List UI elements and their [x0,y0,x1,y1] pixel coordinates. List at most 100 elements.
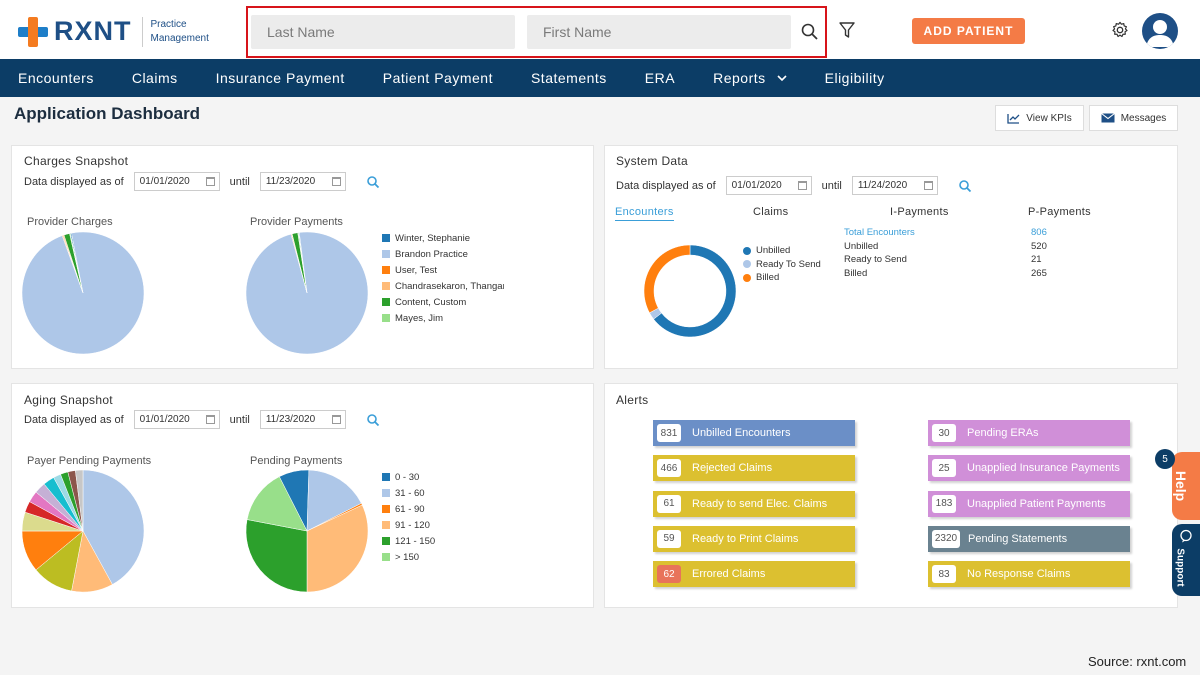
legend-dot [743,260,751,269]
legend-label: Winter, Stephanie [395,232,470,244]
alert-item[interactable]: 59 Ready to Print Claims [653,525,855,552]
legend-swatch [382,473,390,481]
legend-swatch [382,250,390,258]
provider-charges-label: Provider Charges [27,216,113,228]
aging-legend-item[interactable]: 91 - 120 [382,517,504,533]
view-kpis-button[interactable]: View KPIs [995,105,1084,131]
charges-date-range: Data displayed as of 01/01/2020 until 11… [24,172,380,191]
aging-snapshot-title: Aging Snapshot [24,393,113,407]
alert-count: 25 [932,459,956,478]
filter-icon[interactable] [838,21,856,39]
rxnt-logo[interactable]: RXNT Practice Management [18,16,221,47]
nav-insurance-payment[interactable]: Insurance Payment [215,70,345,86]
help-tab[interactable]: Help [1172,452,1200,520]
first-name-input[interactable] [527,15,791,49]
charges-snapshot-panel: Charges Snapshot Data displayed as of 01… [11,145,594,369]
calendar-icon [331,177,341,186]
legend-label: 61 - 90 [395,503,425,515]
alert-count: 183 [932,494,956,513]
help-notification-badge: 5 [1155,449,1175,469]
last-name-input[interactable] [251,15,515,49]
alert-item[interactable]: 61 Ready to send Elec. Claims [653,490,855,517]
stat-label: Ready to Send [844,254,907,266]
alert-label: Errored Claims [692,568,766,581]
charges-legend-item[interactable]: Winter, Stephanie [382,230,504,246]
tab-encounters[interactable]: Encounters [615,206,674,221]
aging-snapshot-panel: Aging Snapshot Data displayed as of 01/0… [11,383,594,608]
logo-divider [141,16,143,47]
alert-item[interactable]: 62 Errored Claims [653,561,855,588]
nav-era[interactable]: ERA [644,70,676,86]
help-label: Help [1173,470,1190,502]
charges-from-date[interactable]: 01/01/2020 [133,172,220,191]
nav-eligibility[interactable]: Eligibility [824,70,885,86]
nav-reports[interactable]: Reports [694,70,806,86]
aging-legend-item[interactable]: 121 - 150 [382,533,504,549]
aging-legend-item[interactable]: 0 - 30 [382,469,504,485]
stat-row: Unbilled 520 [844,240,1071,254]
stat-value: 520 [1031,240,1047,252]
legend-swatch [382,521,390,529]
stat-label[interactable]: Total Encounters [844,227,915,239]
chat-icon [1180,529,1192,543]
nav-patient-payment[interactable]: Patient Payment [382,70,493,86]
user-avatar[interactable] [1142,13,1178,49]
add-patient-button[interactable]: ADD PATIENT [912,18,1025,44]
nav-claims[interactable]: Claims [131,70,178,86]
alert-item[interactable]: 2320 Pending Statements [928,525,1130,552]
system-from-date[interactable]: 01/01/2020 [725,176,812,195]
stat-value: 265 [1031,267,1047,279]
aging-legend-item[interactable]: 61 - 90 [382,501,504,517]
legend-swatch [382,553,390,561]
user-avatar-icon [1146,20,1174,47]
aging-from-date[interactable]: 01/01/2020 [133,410,220,429]
stat-row: Ready to Send 21 [844,253,1071,267]
stat-label: Unbilled [844,240,879,252]
aging-search-icon[interactable] [366,413,380,427]
legend-dot [743,246,751,255]
charges-legend-item[interactable]: Content, Custom [382,294,504,310]
stat-row: Total Encounters 806 [844,226,1071,240]
support-label: Support [1174,548,1186,587]
legend-swatch [382,489,390,497]
messages-button[interactable]: Messages [1089,105,1178,131]
alert-item[interactable]: 25 Unapplied Insurance Payments [928,455,1130,482]
donut-legend-item[interactable]: Ready To Send [743,258,821,272]
donut-legend-item[interactable]: Unbilled [743,244,821,258]
aging-legend-item[interactable]: 31 - 60 [382,485,504,501]
alert-item[interactable]: 83 No Response Claims [928,561,1130,588]
search-icon[interactable] [800,22,820,42]
calendar-icon [923,181,933,190]
tab-p-payments[interactable]: P-Payments [1028,206,1091,218]
tab-i-payments[interactable]: I-Payments [890,206,949,218]
charges-legend-item[interactable]: Chandrasekaron, Thangam [382,278,504,294]
legend-label: Content, Custom [395,296,467,308]
tab-claims[interactable]: Claims [753,206,789,218]
legend-swatch [382,266,390,274]
alert-item[interactable]: 183 Unapplied Patient Payments [928,490,1130,517]
alert-item[interactable]: 30 Pending ERAs [928,420,1130,446]
nav-statements[interactable]: Statements [530,70,607,86]
charges-legend-item[interactable]: User, Test [382,262,504,278]
support-tab[interactable]: Support [1172,524,1200,596]
system-search-icon[interactable] [958,179,972,193]
donut-legend-item[interactable]: Billed [743,271,821,285]
charges-to-date[interactable]: 11/23/2020 [259,172,346,191]
calendar-icon [331,415,341,424]
alert-count: 59 [657,529,681,548]
charges-search-icon[interactable] [366,175,380,189]
charges-legend-item[interactable]: Brandon Practice [382,246,504,262]
gear-icon[interactable] [1111,21,1129,39]
nav-encounters[interactable]: Encounters [18,70,94,86]
legend-dot [743,273,751,282]
charges-legend-item[interactable]: Mayes, Jim [382,310,504,326]
alert-item[interactable]: 831 Unbilled Encounters [653,420,855,446]
alert-count: 61 [657,494,681,513]
view-kpis-label: View KPIs [1026,112,1072,124]
aging-legend-item[interactable]: > 150 [382,549,504,565]
alert-item[interactable]: 466 Rejected Claims [653,455,855,482]
alert-label: Ready to Print Claims [692,532,799,545]
alert-count: 62 [657,565,681,584]
aging-to-date[interactable]: 11/23/2020 [259,410,346,429]
system-to-date[interactable]: 11/24/2020 [851,176,938,195]
